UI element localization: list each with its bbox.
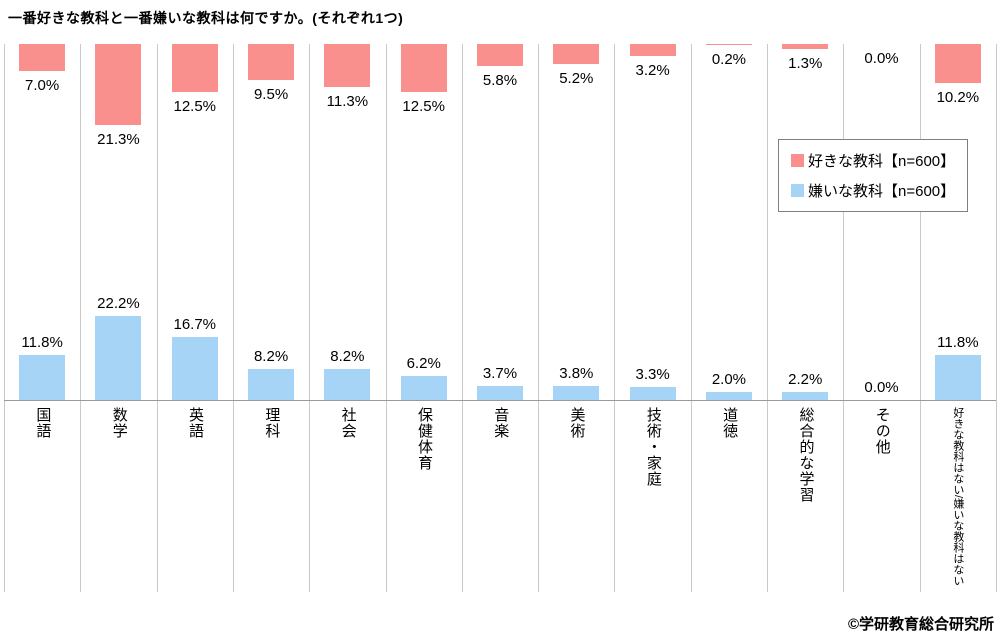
- gridline: [614, 44, 616, 592]
- category-label: 数学: [110, 407, 128, 439]
- value-label-favorite: 5.8%: [482, 72, 518, 89]
- value-label-favorite: 9.5%: [253, 86, 289, 103]
- gridline: [538, 44, 540, 592]
- value-label-dislike: 6.2%: [406, 355, 441, 372]
- bar-favorite: [400, 44, 447, 92]
- bar-dislike: [19, 355, 66, 400]
- bar-favorite: [19, 44, 66, 71]
- legend-item-dislike: 嫌いな教科【n=600】: [791, 180, 955, 201]
- category-label: 国語: [34, 407, 52, 439]
- category-label: 保健体育: [415, 407, 433, 471]
- gridline: [461, 44, 463, 592]
- legend-item-favorite: 好きな教科【n=600】: [791, 150, 955, 171]
- value-label-dislike: 11.8%: [937, 334, 979, 351]
- bar-dislike: [171, 337, 218, 400]
- gridline: [919, 44, 921, 592]
- value-label-favorite: 3.2%: [635, 62, 670, 79]
- category-label: その他: [873, 407, 891, 455]
- bar-favorite: [629, 44, 676, 56]
- bar-dislike: [95, 316, 142, 400]
- value-label-favorite: 0.0%: [864, 50, 899, 67]
- value-label-dislike: 11.8%: [21, 334, 63, 351]
- bar-favorite: [553, 44, 600, 64]
- gridline: [996, 44, 997, 592]
- bar-dislike: [782, 392, 829, 400]
- value-label-favorite: 1.3%: [788, 55, 823, 72]
- value-label-favorite: 0.2%: [711, 51, 747, 68]
- gridline: [843, 44, 845, 592]
- bar-favorite: [171, 44, 218, 92]
- value-label-favorite: 7.0%: [25, 77, 60, 94]
- legend: 好きな教科【n=600】 嫌いな教科【n=600】: [778, 139, 969, 212]
- category-label: 美術: [568, 407, 586, 439]
- value-label-dislike: 3.3%: [635, 366, 670, 383]
- value-label-favorite: 12.5%: [173, 98, 217, 115]
- bar-dislike: [324, 369, 371, 400]
- bar-favorite: [248, 44, 295, 80]
- category-label: 技術・家庭: [644, 407, 662, 487]
- gridline: [232, 44, 234, 592]
- bar-favorite: [95, 44, 142, 125]
- value-label-dislike: 2.2%: [788, 371, 823, 388]
- category-label: 総合的な学習: [797, 407, 815, 503]
- x-axis-line: [4, 400, 996, 401]
- gridline: [767, 44, 769, 592]
- category-label: 好きな教科はない/嫌いな教科はない: [951, 407, 964, 587]
- value-label-dislike: 3.7%: [482, 365, 518, 382]
- value-label-dislike: 22.2%: [97, 295, 140, 312]
- chart-title: 一番好きな教科と一番嫌いな教科は何ですか。(それぞれ1つ): [8, 10, 404, 26]
- bar-dislike: [553, 386, 600, 400]
- gridline: [385, 44, 387, 592]
- value-label-dislike: 8.2%: [330, 348, 365, 365]
- bar-favorite: [705, 44, 752, 45]
- bar-dislike: [400, 376, 447, 400]
- value-label-favorite: 21.3%: [97, 131, 140, 148]
- value-label-dislike: 16.7%: [173, 316, 217, 333]
- gridline: [309, 44, 311, 592]
- value-label-favorite: 5.2%: [559, 70, 594, 87]
- legend-swatch-dislike-icon: [791, 184, 804, 197]
- legend-label-dislike: 嫌いな教科【n=600】: [808, 183, 956, 200]
- value-label-dislike: 3.8%: [559, 365, 594, 382]
- category-label: 理科: [263, 407, 281, 439]
- value-label-dislike: 8.2%: [253, 348, 289, 365]
- value-label-favorite: 11.3%: [326, 93, 369, 110]
- value-label-favorite: 12.5%: [402, 98, 445, 115]
- gridline: [80, 44, 82, 592]
- value-label-favorite: 10.2%: [936, 89, 980, 106]
- bar-dislike: [477, 386, 523, 400]
- gridline: [4, 44, 5, 592]
- value-label-dislike: 0.0%: [864, 379, 899, 396]
- bar-favorite: [934, 44, 981, 83]
- gridline: [690, 44, 692, 592]
- category-label: 音楽: [492, 407, 510, 439]
- copyright: ©学研教育総合研究所: [847, 616, 994, 633]
- legend-swatch-favorite-icon: [791, 154, 804, 167]
- value-label-dislike: 2.0%: [711, 371, 747, 388]
- bar-favorite: [324, 44, 371, 87]
- bar-dislike: [705, 392, 752, 400]
- legend-label-favorite: 好きな教科【n=600】: [808, 153, 956, 170]
- bar-favorite: [477, 44, 523, 66]
- category-label: 社会: [339, 407, 357, 439]
- bar-dislike: [248, 369, 295, 400]
- gridline: [156, 44, 158, 592]
- category-label: 道徳: [721, 407, 739, 439]
- bar-dislike: [629, 387, 676, 400]
- bar-dislike: [934, 355, 981, 400]
- bar-favorite: [782, 44, 829, 49]
- category-label: 英語: [187, 407, 205, 439]
